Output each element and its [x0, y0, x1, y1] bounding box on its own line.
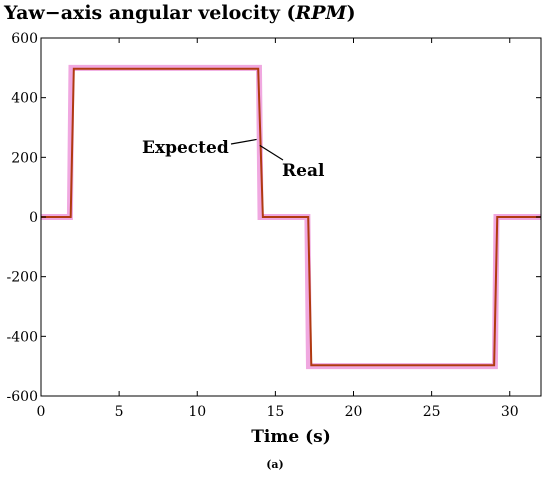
axis-ticks: 0 5 10 15 20 25 30 600 400 200 0 -200 -400 -600 [7, 31, 541, 420]
annotation-label-real: Real [282, 161, 325, 181]
y-tick-label: 0 [29, 210, 38, 226]
x-tick-label: 20 [345, 404, 363, 420]
y-tick-label: -200 [7, 270, 38, 286]
chart-title: Yaw−axis angular velocity (RPM) [4, 2, 356, 24]
x-tick-label: 25 [423, 404, 441, 420]
annotation-leader-expected [230, 138, 257, 145]
annotation-label-expected: Expected [142, 138, 229, 158]
x-tick-label: 0 [37, 404, 46, 420]
y-tick-label: -400 [7, 329, 38, 345]
y-tick-label: 600 [11, 31, 38, 47]
annotations: Expected Real [142, 138, 325, 181]
x-axis-label: Time (s) [251, 427, 331, 447]
series-line-real [41, 67, 541, 367]
y-tick-label: -600 [7, 389, 38, 405]
x-tick-label: 10 [188, 404, 206, 420]
x-tick-label: 15 [266, 404, 284, 420]
figure-caption: (a) [266, 458, 284, 471]
y-tick-label: 400 [11, 91, 38, 107]
plot-lines [41, 64, 541, 370]
annotation-leader-real [259, 144, 284, 161]
x-tick-label: 30 [501, 404, 519, 420]
y-tick-label: 200 [11, 150, 38, 166]
x-tick-label: 5 [115, 404, 124, 420]
